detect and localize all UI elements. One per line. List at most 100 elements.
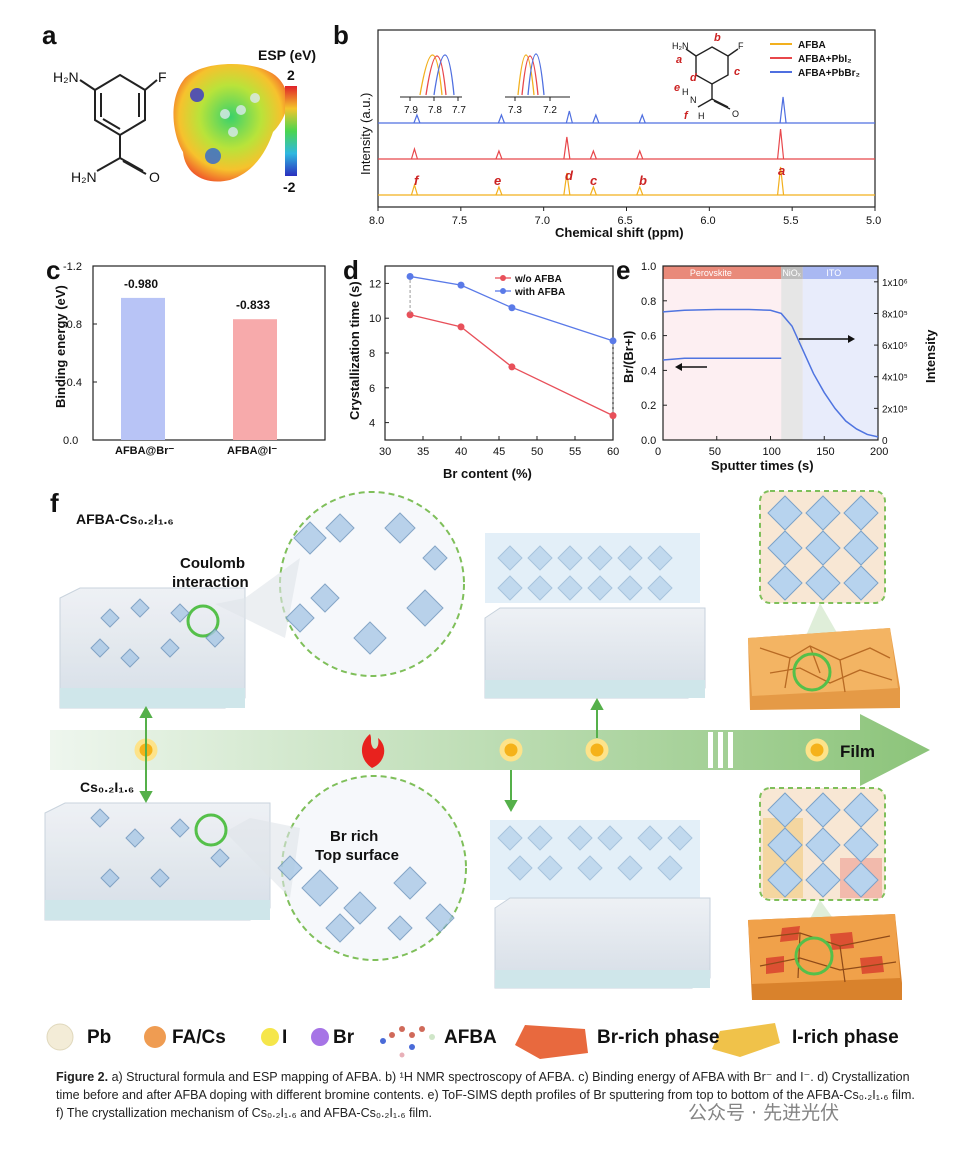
coulomb-label-2: interaction xyxy=(172,574,249,591)
panel-d-label: d xyxy=(343,255,359,285)
e-ytick-left-label: 1.0 xyxy=(641,261,656,273)
octahedron xyxy=(325,513,355,543)
lattice-octahedron xyxy=(843,530,879,566)
lattice-octahedron xyxy=(767,565,803,601)
svg-text:7.2: 7.2 xyxy=(543,105,557,116)
lattice-octahedron xyxy=(805,530,841,566)
d-ytick-label: 8 xyxy=(369,348,375,360)
magnify-circle-bottom xyxy=(281,775,467,961)
svg-text:c: c xyxy=(590,173,598,188)
d-ylabel: Crystallization time (s) xyxy=(347,281,362,420)
octahedron xyxy=(160,638,180,658)
svg-text:2: 2 xyxy=(287,67,295,83)
svg-text:d: d xyxy=(565,168,574,183)
lattice-octahedron xyxy=(767,530,803,566)
octahedron xyxy=(125,828,145,848)
film-top-left xyxy=(59,587,246,709)
legend-pb-swatch xyxy=(46,1023,74,1051)
band-label: NiOₓ xyxy=(782,268,800,278)
octahedron xyxy=(120,648,140,668)
e-ytick-left-label: 0.8 xyxy=(641,296,656,308)
nmr-peak xyxy=(776,166,785,196)
lattice-octahedron xyxy=(767,792,803,828)
stage-dot-2 xyxy=(499,738,523,762)
legend-afba-swatch xyxy=(380,1026,435,1058)
coulomb-label-1: Coulomb xyxy=(180,555,245,572)
nmr-ylabel: Intensity (a.u.) xyxy=(358,93,373,175)
nmr-xtick-label: 5.5 xyxy=(783,215,798,227)
lattice-octahedron xyxy=(805,792,841,828)
tofsims-chart: Perovskite NiOₓ ITO 0 50 100 150 200 0.0 0.2 0.4 0… xyxy=(621,261,938,473)
nmr-xtick-label: 8.0 xyxy=(369,215,384,227)
svg-text:a: a xyxy=(778,163,785,178)
svg-text:f: f xyxy=(414,173,420,188)
octahedron xyxy=(353,621,387,655)
legend-br: Br xyxy=(333,1027,355,1048)
c-ytick-label: -0.8 xyxy=(63,319,82,331)
c-ylabel: Binding energy (eV) xyxy=(53,285,68,408)
octahedron xyxy=(406,589,444,627)
br-rich-label-1: Br rich xyxy=(330,828,378,845)
nmr-peak xyxy=(589,185,597,196)
svg-text:c: c xyxy=(734,66,740,78)
d-point xyxy=(609,337,617,345)
legend-i-swatch xyxy=(261,1028,279,1046)
legend-br-swatch xyxy=(311,1028,329,1046)
c-bar xyxy=(121,297,165,440)
e-ylabel-right: Intensity xyxy=(923,329,938,383)
panel-a-label: a xyxy=(42,20,57,50)
nmr-peak xyxy=(495,149,503,160)
e-series-line xyxy=(662,357,782,361)
lattice-octahedron xyxy=(843,862,879,898)
svg-text:b: b xyxy=(714,32,721,44)
caption-lead: Figure 2. xyxy=(56,1070,109,1084)
e-ylabel-left: Br/(Br+I) xyxy=(621,331,636,383)
band-nio-top xyxy=(781,266,803,279)
e-ytick-right-label: 6x10⁵ xyxy=(882,341,908,352)
band-ito-top xyxy=(802,266,878,279)
legend-i-rich: I-rich phase xyxy=(792,1027,899,1048)
e-ytick-left-label: 0.6 xyxy=(641,331,656,343)
svg-text:F: F xyxy=(158,69,167,85)
nmr-peak xyxy=(497,113,505,124)
octahedron xyxy=(301,869,339,907)
lattice-octahedron xyxy=(805,862,841,898)
svg-text:d: d xyxy=(690,72,697,84)
lattice-octahedron xyxy=(805,565,841,601)
svg-text:N: N xyxy=(690,95,697,105)
cracked-film-bottom xyxy=(748,914,902,1000)
octahedron xyxy=(90,808,110,828)
svg-text:ESP (eV): ESP (eV) xyxy=(258,47,316,63)
e-series-line xyxy=(662,308,879,438)
film-label: Film xyxy=(840,742,875,761)
c-category-label: AFBA@Br⁻ xyxy=(115,445,175,457)
svg-text:AFBA+PbI₂: AFBA+PbI₂ xyxy=(798,54,852,65)
svg-text:7.7: 7.7 xyxy=(452,105,466,116)
legend-facs-swatch xyxy=(144,1026,166,1048)
nmr-peak xyxy=(636,149,644,160)
esp-surface xyxy=(173,63,288,182)
svg-text:b: b xyxy=(639,173,647,188)
e-ytick-left-label: 0.4 xyxy=(641,365,656,377)
nmr-spectrum: 7.9 7.8 7.7 7.3 7.2 f e d c b a 8.0 7.5 7.… xyxy=(358,29,881,240)
d-series-line xyxy=(409,314,614,417)
highlight-ring-bottom xyxy=(194,813,228,847)
d-point xyxy=(406,311,414,319)
octahedron xyxy=(393,866,427,900)
octahedron xyxy=(100,608,120,628)
nmr-peak xyxy=(779,96,787,124)
process-arrow xyxy=(50,714,930,786)
afba-structure-and-esp: H₂N F O H₂N ESP (eV) 2 -2 xyxy=(53,47,316,195)
octahedron xyxy=(205,628,225,648)
flame-icon xyxy=(361,734,385,768)
d-xtick-label: 35 xyxy=(417,446,429,458)
esp-colorbar xyxy=(285,86,297,176)
d-xtick-label: 55 xyxy=(569,446,581,458)
panel-b-label: b xyxy=(333,20,349,50)
band-label: ITO xyxy=(826,268,841,278)
octahedron xyxy=(150,868,170,888)
benzene-ring xyxy=(79,73,158,175)
svg-text:O: O xyxy=(149,169,160,185)
e-xtick-label: 100 xyxy=(763,446,781,458)
